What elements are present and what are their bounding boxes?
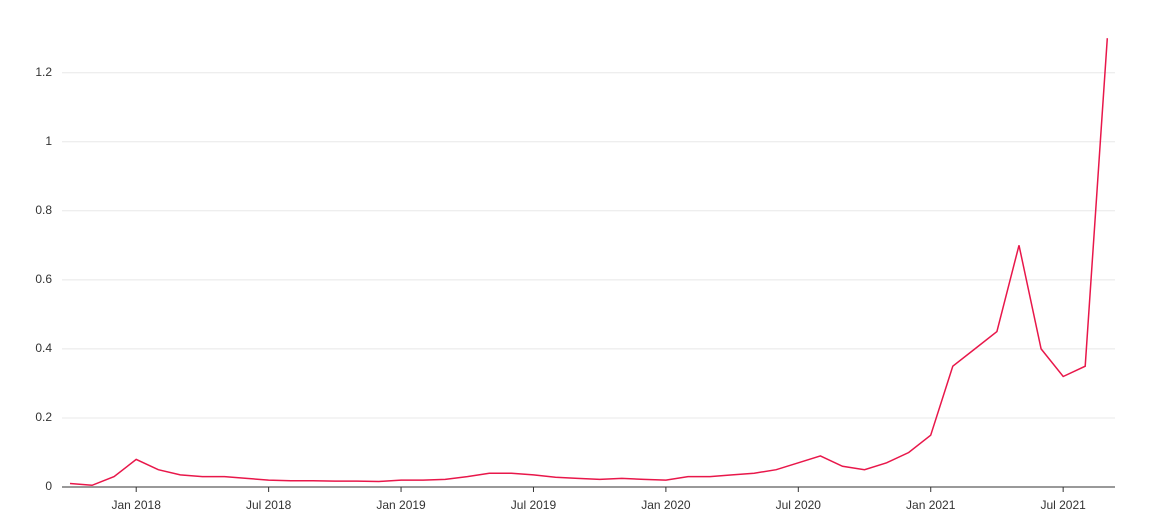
y-tick-label: 0.8 <box>35 203 52 217</box>
x-tick-label: Jul 2018 <box>246 498 292 512</box>
line-series <box>69 38 1109 487</box>
x-tick-label: Jul 2021 <box>1040 498 1086 512</box>
y-tick-label: 0 <box>45 479 52 493</box>
y-tick-label: 0.4 <box>35 341 52 355</box>
x-tick-label: Jul 2019 <box>511 498 557 512</box>
x-tick-label: Jan 2021 <box>906 498 956 512</box>
x-tick-label: Jan 2019 <box>376 498 426 512</box>
x-tick-label: Jan 2020 <box>641 498 691 512</box>
x-tick-label: Jan 2018 <box>112 498 162 512</box>
y-tick-label: 0.2 <box>35 410 52 424</box>
y-tick-label: 0.6 <box>35 272 52 286</box>
y-tick-label: 1 <box>45 134 52 148</box>
x-tick-label: Jul 2020 <box>776 498 822 512</box>
y-tick-label: 1.2 <box>35 65 52 79</box>
